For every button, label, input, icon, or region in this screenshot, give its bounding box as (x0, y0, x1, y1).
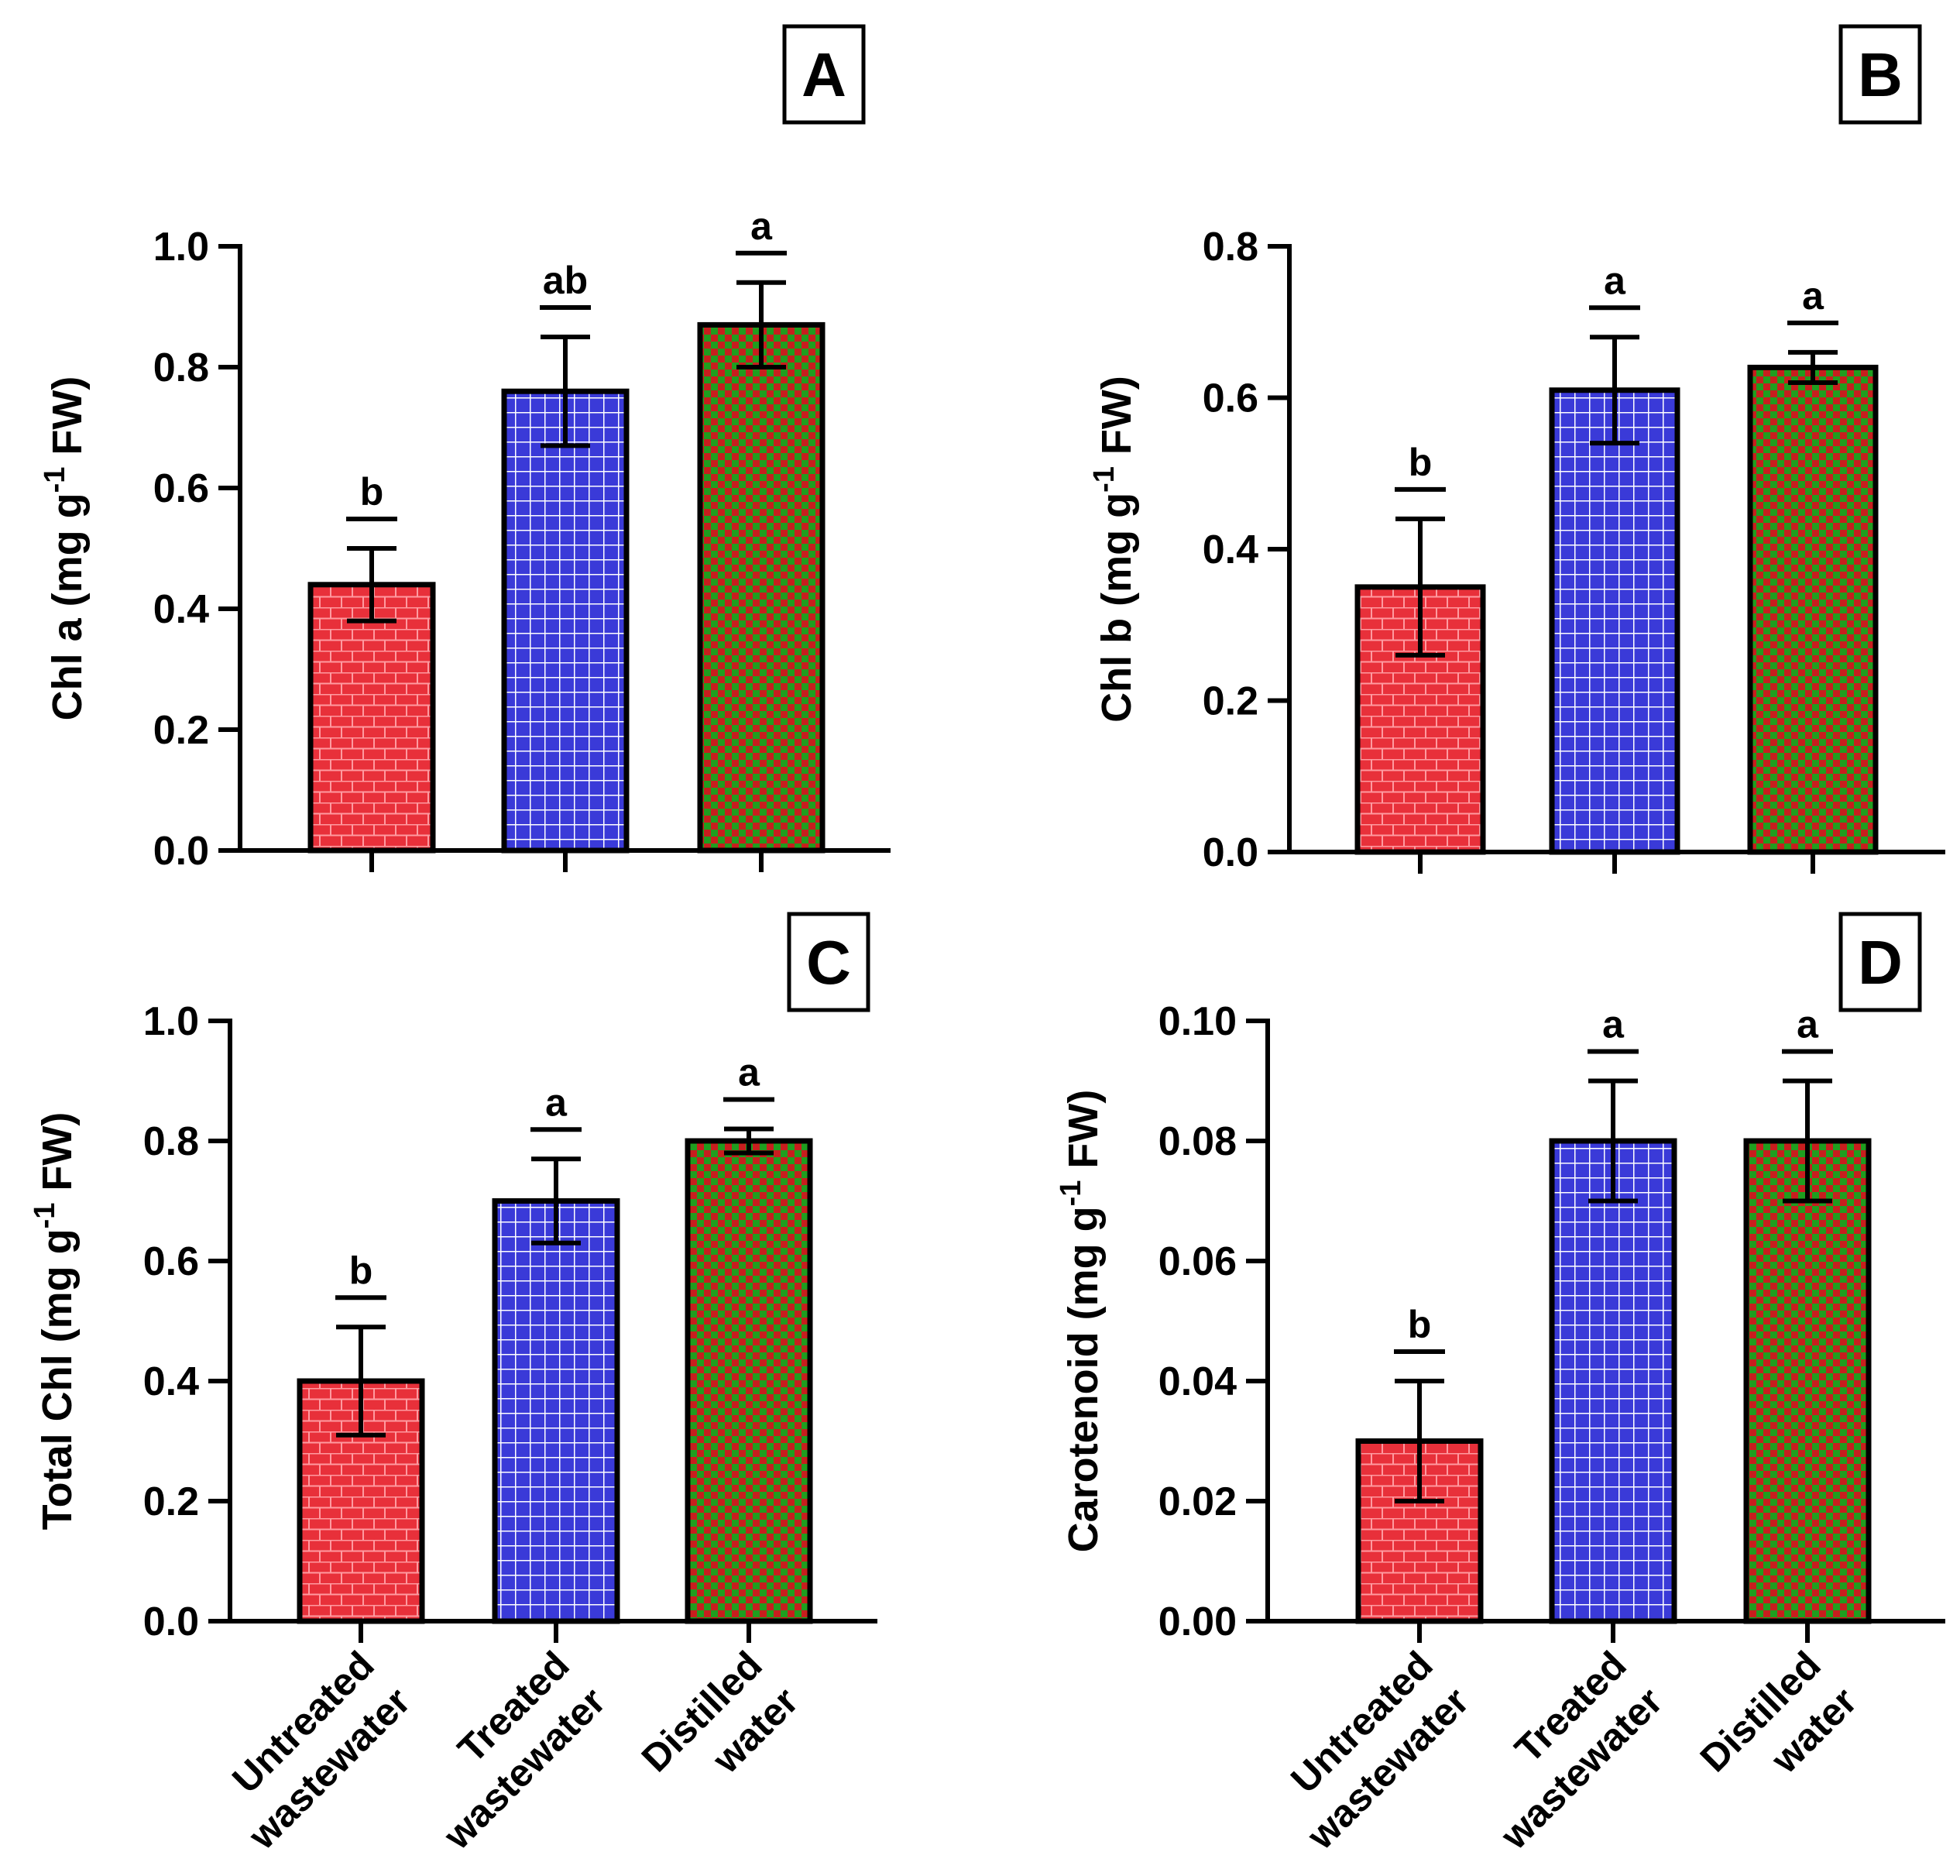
panel-c-chart: C 0.0 0.2 0.4 0.6 0.8 1.0 Total Chl (mg g-1 FW)… (29, 912, 877, 1858)
panel-a-sig-letter-distilled: a (750, 204, 773, 248)
panel-a-y-tick-label: 0.0 (153, 829, 209, 874)
panel-d-y-tick-label: 0.02 (1158, 1479, 1237, 1524)
panel-d-sig-letter-untreated: b (1408, 1303, 1432, 1346)
panel-c-x-tick-label-untreated: Untreatedwastewater (204, 1643, 419, 1858)
panel-d-y-axis-label: Carotenoid (mg g-1 FW) (1055, 1090, 1107, 1553)
panel-a-y-tick-label: 0.6 (153, 466, 209, 511)
panel-d-y-tick-label: 0.00 (1158, 1599, 1237, 1644)
panel-b-chart: B 0.0 0.2 0.4 0.6 0.8 Chl b (mg g-1 FW) b a a (1088, 24, 1945, 875)
panel-c-y-axis-label: Total Chl (mg g-1 FW) (29, 1112, 81, 1531)
panel-a-y-axis-label: Chl a (mg g-1 FW) (39, 376, 91, 721)
panel-d-y-tick-label: 0.06 (1158, 1239, 1237, 1284)
panel-b-bar-treated (1549, 387, 1680, 855)
panel-a-y-tick-label: 0.2 (153, 708, 209, 753)
panel-d-bar-treated (1549, 1138, 1677, 1624)
panel-d-bar-distilled (1743, 1138, 1872, 1624)
panel-b-sig-letter-distilled: a (1802, 274, 1824, 318)
panel-b-sig-letter-treated: a (1604, 259, 1626, 302)
panel-b-y-tick-label: 0.2 (1203, 679, 1258, 724)
panel-d-y-tick-label: 0.04 (1158, 1359, 1237, 1404)
panel-a-bar-treated (501, 388, 630, 854)
panel-a-label-box (782, 24, 866, 125)
panel-c-x-tick-label-treated: Treatedwastewater (399, 1643, 614, 1858)
panel-c-sig-letter-untreated: b (349, 1249, 373, 1292)
panel-d-y-tick-label: 0.10 (1158, 999, 1237, 1044)
panel-d-label: D (1858, 928, 1903, 997)
panel-d-chart: D 0.00 0.02 0.04 0.06 0.08 0.10 Carotenoid (mg … (1055, 912, 1945, 1858)
panel-a-y-tick-label: 0.4 (153, 587, 209, 632)
panel-a-sig-letter-treated: ab (543, 259, 588, 302)
panel-c-label-box (787, 912, 870, 1012)
panel-c-y-tick-label: 1.0 (143, 999, 199, 1044)
panel-c-bar-treated (492, 1198, 620, 1624)
panel-c-y-tick-label: 0.0 (143, 1599, 199, 1644)
panel-d-sig-letter-treated: a (1602, 1003, 1625, 1046)
panel-d-x-tick-label-treated: Treatedwastewater (1456, 1643, 1671, 1858)
panel-c-y-tick-label: 0.8 (143, 1119, 199, 1164)
panel-a-y-tick-label: 1.0 (153, 225, 209, 270)
panel-a-sig-letter-untreated: b (360, 470, 384, 514)
panel-b-y-axis-label: Chl b (mg g-1 FW) (1088, 376, 1140, 723)
panel-a-bar-untreated (307, 582, 436, 854)
panel-b-label: B (1858, 40, 1903, 109)
panel-b-y-tick-label: 0.4 (1203, 527, 1258, 572)
panel-d-x-tick-label-untreated: Untreatedwastewater (1262, 1643, 1478, 1858)
panel-c-sig-letter-distilled: a (738, 1051, 760, 1094)
panel-c-y-tick-label: 0.4 (143, 1359, 199, 1404)
panel-c-sig-letter-treated: a (545, 1081, 568, 1124)
panel-c-label: C (806, 928, 851, 997)
panel-b-y-tick-label: 0.8 (1203, 225, 1258, 270)
panel-b-y-tick-label: 0.6 (1203, 376, 1258, 421)
panel-c-bar-distilled (685, 1138, 813, 1624)
panel-d-label-box (1838, 912, 1922, 1012)
panel-b-label-box (1838, 24, 1922, 125)
panel-c-y-tick-label: 0.2 (143, 1479, 199, 1524)
panel-c-y-tick-label: 0.6 (143, 1239, 199, 1284)
panel-b-bar-distilled (1747, 364, 1879, 855)
panel-a-chart: A 0.0 0.2 0.4 0.6 0.8 1.0 Chl a (mg g-1 FW) b ab a (39, 24, 891, 874)
panel-a-y-tick-label: 0.8 (153, 345, 209, 390)
panel-c-x-tick-label-distilled: Distilledwater (633, 1643, 807, 1816)
panel-a-label: A (802, 40, 846, 109)
panel-b-y-tick-label: 0.0 (1203, 830, 1258, 875)
panel-b-sig-letter-untreated: b (1409, 441, 1433, 484)
panel-d-y-tick-label: 0.08 (1158, 1119, 1237, 1164)
panel-d-x-tick-label-distilled: Distilledwater (1692, 1643, 1866, 1816)
panel-a-bar-distilled (697, 321, 826, 854)
panel-d-sig-letter-distilled: a (1797, 1003, 1819, 1046)
